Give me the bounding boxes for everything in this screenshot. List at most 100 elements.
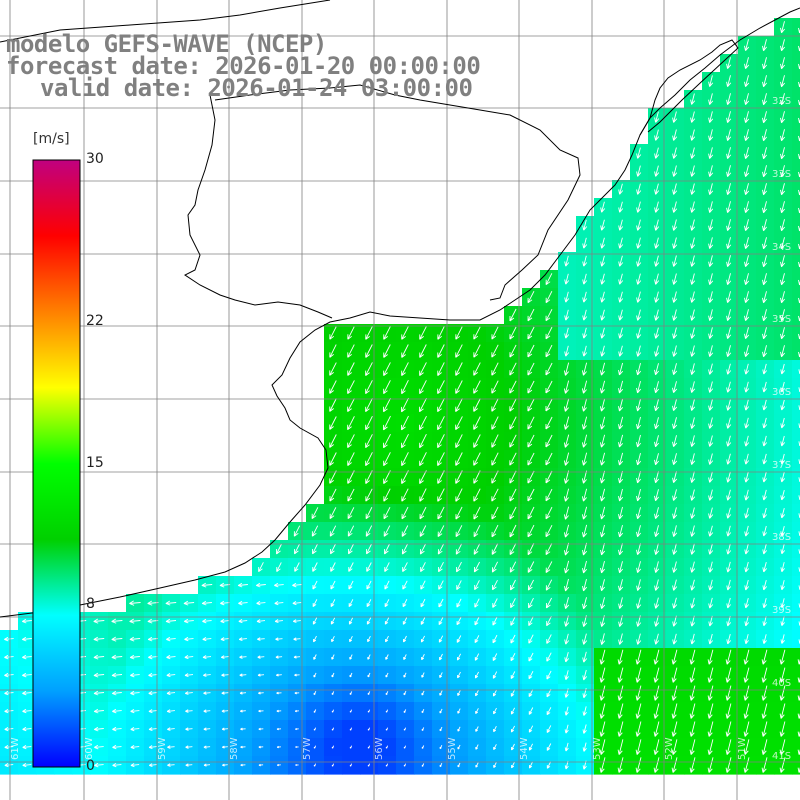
wind-arrow xyxy=(275,637,283,641)
wind-arrow xyxy=(798,117,800,124)
wind-arrow xyxy=(654,615,660,627)
wind-arrow xyxy=(509,506,517,520)
wind-arrow xyxy=(130,727,140,732)
wind-arrow xyxy=(744,381,750,393)
wind-arrow xyxy=(403,709,407,713)
wind-arrow xyxy=(708,345,714,357)
wind-arrow xyxy=(654,579,660,591)
wind-arrow xyxy=(690,399,696,411)
wind-arrow xyxy=(689,685,696,701)
wind-arrow xyxy=(421,745,425,749)
wind-arrow xyxy=(221,709,229,713)
wind-arrow xyxy=(220,600,230,606)
wind-arrow xyxy=(582,273,588,285)
wind-arrow xyxy=(564,327,570,339)
wind-arrow xyxy=(275,655,283,659)
wind-arrow xyxy=(744,399,750,411)
wind-arrow xyxy=(491,398,499,412)
wind-arrow xyxy=(492,616,498,626)
wind-arrow xyxy=(564,742,569,752)
wind-speed-cell xyxy=(792,756,800,775)
wind-arrow xyxy=(401,470,409,484)
wind-arrow xyxy=(798,189,800,196)
wind-arrow xyxy=(762,345,768,358)
wind-arrow xyxy=(635,757,642,773)
wind-arrow xyxy=(456,635,462,643)
wind-arrow xyxy=(331,709,335,713)
wind-arrow xyxy=(166,654,176,660)
wind-arrow xyxy=(347,344,355,358)
wind-arrow xyxy=(93,618,105,624)
wind-arrow xyxy=(761,649,768,665)
wind-arrow xyxy=(4,672,14,678)
lon-label: 53W xyxy=(592,737,603,760)
wind-arrow xyxy=(349,672,353,678)
wind-arrow xyxy=(600,291,606,303)
wind-arrow xyxy=(491,488,499,502)
wind-arrow xyxy=(671,757,678,773)
wind-arrow xyxy=(455,470,463,484)
wind-arrow xyxy=(654,507,660,519)
wind-arrow xyxy=(419,344,427,358)
wind-arrow xyxy=(744,489,750,501)
lat-label: 37S xyxy=(772,460,791,471)
wind-arrow xyxy=(690,543,696,555)
wind-arrow xyxy=(219,582,231,588)
wind-arrow xyxy=(492,579,498,591)
wind-arrow xyxy=(654,291,660,303)
wind-arrow xyxy=(672,597,678,609)
wind-arrow xyxy=(385,654,389,660)
wind-arrow xyxy=(618,597,624,609)
wind-arrow xyxy=(528,761,534,769)
wind-arrow xyxy=(654,273,660,285)
wind-arrow xyxy=(274,619,283,624)
wind-arrow xyxy=(672,381,678,393)
wind-arrow xyxy=(599,685,606,701)
wind-speed-cell xyxy=(792,360,800,379)
wind-arrow xyxy=(581,362,588,376)
wind-arrow xyxy=(365,525,373,537)
wind-arrow xyxy=(726,273,732,285)
wind-arrow xyxy=(437,470,445,484)
wind-arrow xyxy=(22,672,32,678)
wind-speed-cell xyxy=(792,198,800,217)
wind-speed-cell xyxy=(792,486,800,505)
wind-arrow xyxy=(385,672,389,678)
wind-arrow xyxy=(475,726,479,732)
wind-arrow xyxy=(762,129,768,142)
wind-arrow xyxy=(455,416,463,430)
wind-arrow xyxy=(564,651,570,663)
wind-arrow xyxy=(798,171,800,178)
wind-arrow xyxy=(311,507,319,520)
wind-arrow xyxy=(545,434,553,448)
wind-arrow xyxy=(762,165,768,178)
wind-arrow xyxy=(348,599,354,608)
wind-arrow xyxy=(456,653,462,661)
wind-arrow xyxy=(367,709,371,713)
wind-arrow xyxy=(582,219,588,231)
wind-arrow xyxy=(708,147,714,159)
wind-arrow xyxy=(690,327,696,339)
wind-speed-cell xyxy=(792,702,800,721)
wind-arrow xyxy=(654,417,660,430)
wind-arrow xyxy=(528,743,534,751)
wind-arrow xyxy=(222,763,228,767)
wind-arrow xyxy=(582,597,588,610)
wind-arrow xyxy=(545,416,553,430)
wind-arrow xyxy=(437,434,445,449)
wind-arrow xyxy=(528,689,534,697)
wind-arrow xyxy=(726,633,732,645)
wind-arrow xyxy=(274,582,284,588)
wind-arrow xyxy=(509,344,517,358)
wind-arrow xyxy=(545,326,553,340)
wind-arrow xyxy=(329,488,337,502)
wind-arrow xyxy=(779,721,786,737)
wind-arrow xyxy=(582,309,588,321)
wind-arrow xyxy=(474,580,480,591)
wind-arrow xyxy=(4,654,14,660)
wind-arrow xyxy=(491,452,499,466)
wind-arrow xyxy=(365,362,373,376)
wind-arrow xyxy=(401,344,409,358)
wind-arrow xyxy=(690,489,696,501)
wind-arrow xyxy=(365,344,373,358)
